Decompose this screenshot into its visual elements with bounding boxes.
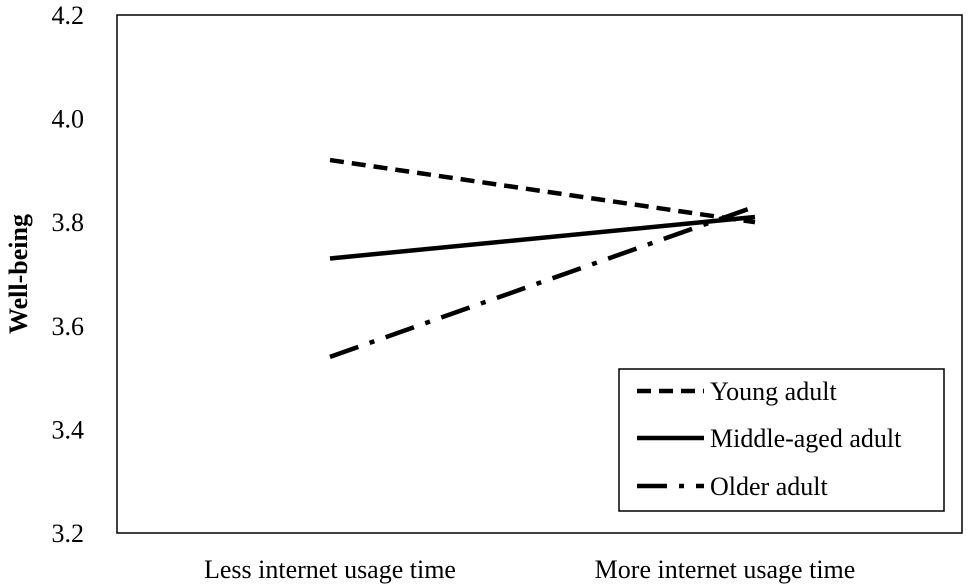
y-axis-tick-labels: 3.2 3.4 3.6 3.8 4.0 4.2: [52, 1, 85, 548]
legend: Young adult Middle-aged adult Older adult: [618, 368, 945, 512]
y-tick-label: 3.8: [52, 208, 85, 237]
x-category-label: Less internet usage time: [204, 555, 456, 584]
series-line-1: [329, 157, 756, 225]
plot-area-frame: [116, 14, 963, 534]
y-tick-label: 4.2: [52, 1, 85, 30]
y-tick-label: 3.2: [52, 519, 85, 548]
series-line-2: [329, 214, 756, 261]
series-line-3: [329, 204, 756, 360]
legend-label-1: Young adult: [710, 377, 837, 406]
y-tick-label: 3.6: [52, 312, 85, 341]
y-axis-label: Well-being: [4, 214, 33, 334]
y-tick-label: 3.4: [52, 415, 85, 444]
series-lines: [329, 157, 756, 360]
legend-label-3: Older adult: [710, 472, 828, 501]
x-axis-category-labels: Less internet usage time More internet us…: [204, 555, 855, 584]
y-tick-label: 4.0: [52, 105, 85, 134]
legend-label-2: Middle-aged adult: [710, 424, 902, 453]
x-category-label: More internet usage time: [595, 555, 856, 584]
